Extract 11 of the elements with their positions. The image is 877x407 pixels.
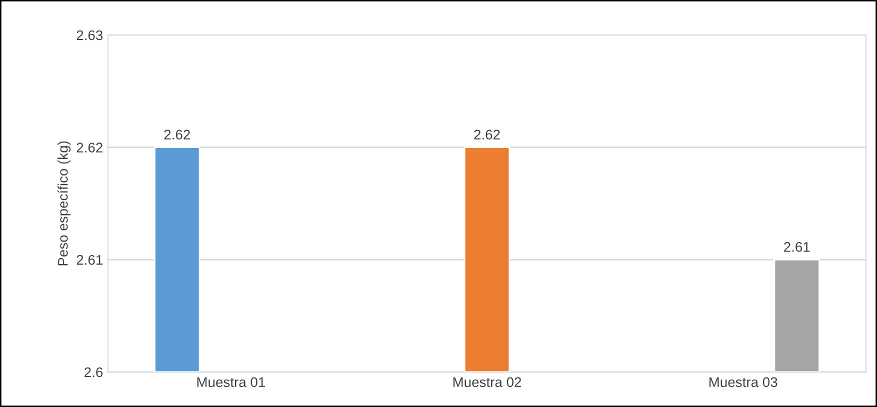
x-tick-label: Muestra 03 [709, 377, 778, 388]
x-tick-label: Muestra 01 [197, 377, 265, 388]
x-tick-label: Muestra 02 [453, 377, 522, 388]
y-tick-label: 2.61 [76, 255, 102, 265]
y-tick-label: 2.63 [76, 30, 103, 40]
data-label: 2.62 [474, 130, 500, 140]
data-label: 2.62 [164, 130, 190, 140]
y-tick-label: 2.6 [84, 367, 103, 378]
data-label: 2.61 [784, 242, 810, 252]
y-tick-label: 2.62 [76, 142, 102, 153]
y-axis-title: Peso específico (kg) [57, 141, 71, 266]
